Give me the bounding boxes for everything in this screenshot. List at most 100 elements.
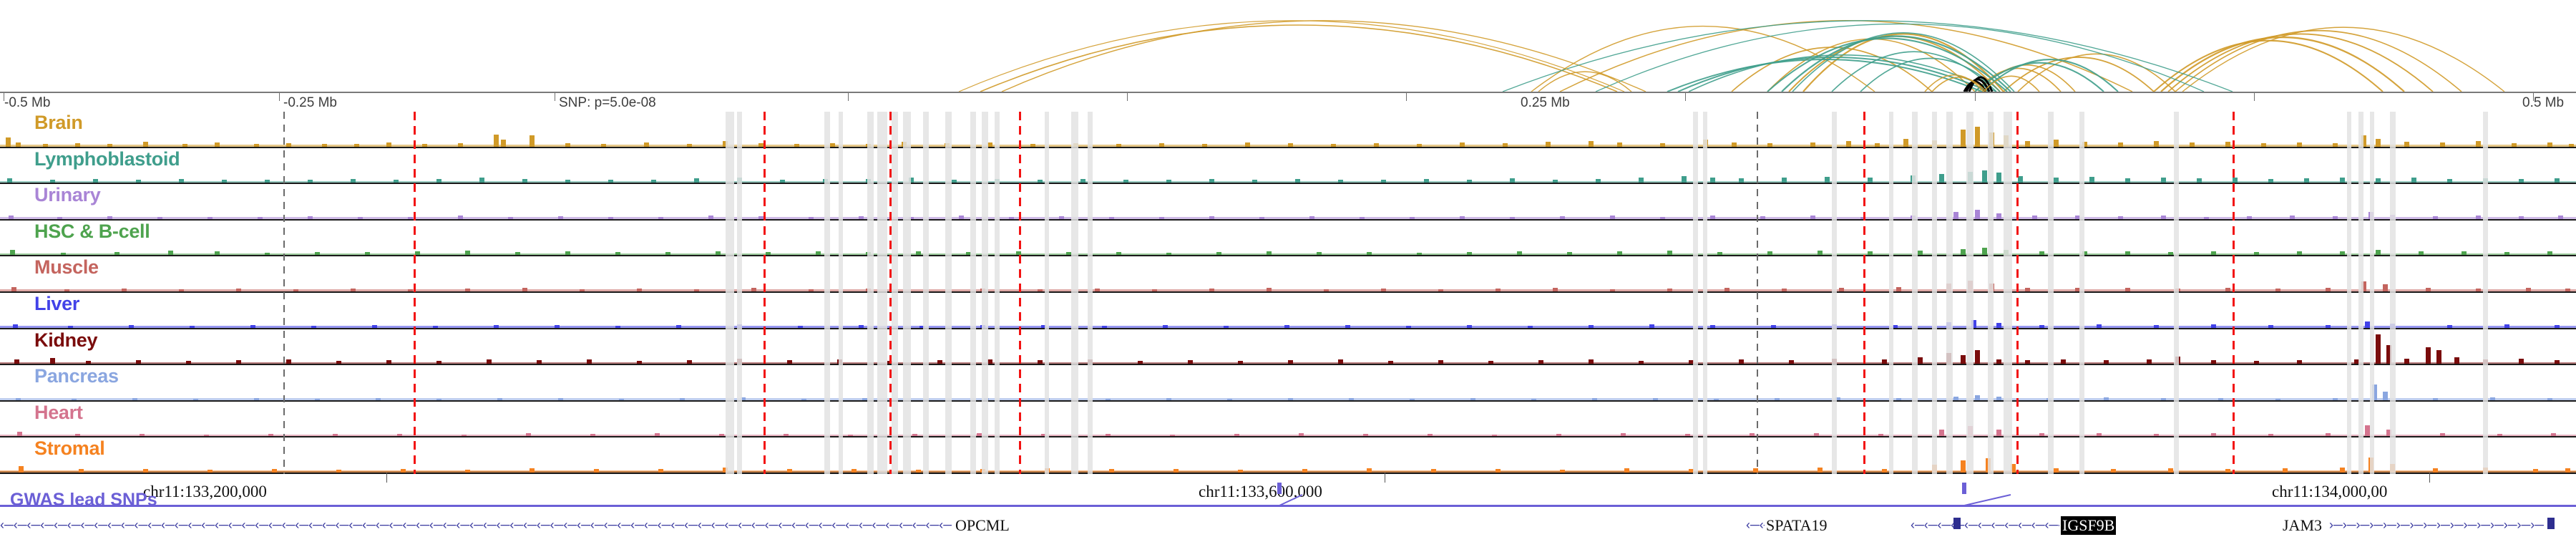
scale-ruler: -0.5 Mb -0.25 Mb SNP: p=5.0e-08 0.25 Mb 0.5 … [0, 93, 2576, 112]
interaction-arc [1983, 75, 2040, 92]
track-kidney[interactable]: Kidney [0, 329, 2576, 366]
annotation-panel: chr11:133,200,000 chr11:133,600,000 chr11:… [0, 473, 2576, 537]
track-urinary[interactable]: Urinary [0, 184, 2576, 221]
interaction-arcs-panel [0, 0, 2576, 92]
signal-profile [0, 113, 2576, 147]
ruler-tick [1406, 93, 1407, 101]
track-baseline [0, 436, 2576, 438]
interaction-arc [2175, 29, 2462, 92]
gene-name-igsf9b[interactable]: IGSF9B [2061, 516, 2117, 535]
signal-profile [0, 403, 2576, 437]
ruler-tick [1975, 93, 1976, 101]
track-baseline [0, 291, 2576, 293]
signal-profile [0, 367, 2576, 400]
signal-profile [0, 222, 2576, 256]
track-label-1: Lymphoblastoid [34, 147, 180, 170]
track-baseline [0, 255, 2576, 257]
interaction-arcs-svg [958, 20, 2505, 92]
signal-tracks-panel: -0.5 Mb -0.25 Mb SNP: p=5.0e-08 0.25 Mb 0.5 … [0, 92, 2576, 474]
ruler-tick [848, 93, 849, 101]
gwas-lead-snp-axis[interactable] [0, 505, 2576, 507]
gene-strand-arrows: ‹─‹─ [1746, 518, 1765, 531]
interaction-arc [1974, 67, 2062, 92]
coordinate-tick [386, 473, 387, 483]
interaction-arc [2160, 37, 2405, 92]
track-baseline [0, 472, 2576, 474]
coordinate-tick [2429, 473, 2430, 483]
interaction-arc [1502, 20, 2233, 92]
signal-profile [0, 150, 2576, 183]
gwas-snp-tick[interactable] [1277, 483, 1282, 494]
signal-profile [0, 331, 2576, 364]
ruler-label-3: 0.25 Mb [1521, 95, 1570, 110]
track-label-9: Stromal [34, 437, 105, 460]
signal-profile [0, 439, 2576, 473]
track-baseline [0, 327, 2576, 329]
gene-name-jam3[interactable]: JAM3 [2283, 516, 2323, 534]
interaction-arc [980, 24, 1618, 92]
interaction-arc [1595, 23, 2205, 92]
coordinate-label-2: chr11:134,000,00 [2272, 483, 2388, 500]
ruler-label-4: 0.5 Mb [2522, 95, 2565, 110]
ruler-tick [1127, 93, 1128, 101]
gene-exon-block [1953, 518, 1961, 529]
interaction-arc [1981, 59, 2119, 92]
ruler-tick [279, 93, 280, 101]
interaction-arc [2182, 26, 2505, 92]
track-label-6: Kidney [34, 329, 98, 351]
signal-profile [0, 294, 2576, 328]
interaction-arc [1924, 74, 1984, 92]
interaction-arc [2167, 33, 2434, 92]
interaction-arc [1767, 37, 2008, 92]
track-label-4: Muscle [34, 256, 99, 279]
track-hsc-b-cell[interactable]: HSC & B-cell [0, 221, 2576, 257]
track-lymphoblastoid[interactable]: Lymphoblastoid [0, 148, 2576, 185]
gene-name-spata19[interactable]: SPATA19 [1766, 516, 1828, 534]
gene-strand-arrows: ‹─‹─‹─‹─‹─‹─‹─‹─‹─‹─‹─‹─‹─ [1911, 518, 2059, 531]
interaction-arc [2017, 53, 2176, 92]
track-baseline [0, 146, 2576, 148]
ruler-tick [1685, 93, 1686, 101]
gwas-lead-snps-label: GWAS lead SNPs [10, 490, 157, 510]
interaction-arc [1688, 54, 1997, 92]
gwas-snp-tick[interactable] [1962, 483, 1966, 494]
interaction-arc [1974, 62, 2104, 92]
interaction-arc [1931, 77, 1987, 92]
ruler-label-0: -0.5 Mb [4, 95, 51, 110]
interaction-arc [1001, 20, 1646, 92]
coordinate-label-0: chr11:133,200,000 [143, 483, 267, 500]
gene-name-opcml[interactable]: OPCML [955, 516, 1010, 534]
track-muscle[interactable]: Muscle [0, 256, 2576, 293]
track-label-3: HSC & B-cell [34, 220, 150, 242]
track-label-7: Pancreas [34, 365, 119, 387]
interaction-arc [1802, 33, 2004, 92]
ruler-tick [2254, 93, 2255, 101]
ruler-tick [2533, 93, 2534, 101]
interaction-arc [2003, 57, 2155, 92]
track-label-0: Brain [34, 112, 83, 133]
interaction-arc [1559, 20, 2133, 92]
track-liver[interactable]: Liver [0, 293, 2576, 329]
ruler-label-1: -0.25 Mb [283, 95, 337, 110]
track-label-8: Heart [34, 401, 83, 423]
track-baseline [0, 183, 2576, 185]
gene-exon-block [2547, 518, 2555, 529]
track-pancreas[interactable]: Pancreas [0, 365, 2576, 402]
interaction-arc [1731, 47, 1933, 92]
gene-strand-arrows: ›─›─›─›─›─›─›─›─›─›─›─›─›─›─›─›─›─›─›─ [2329, 518, 2544, 531]
interaction-arc [1667, 59, 1983, 92]
interaction-arc [958, 20, 1625, 92]
coordinate-label-1: chr11:133,600,000 [1199, 483, 1322, 500]
track-stromal[interactable]: Stromal [0, 437, 2576, 474]
track-baseline [0, 364, 2576, 366]
track-baseline [0, 218, 2576, 221]
interaction-arc [1677, 56, 1990, 92]
interaction-arc [1792, 32, 2015, 92]
interaction-arc [1968, 76, 1994, 92]
track-brain[interactable]: Brain [0, 112, 2576, 148]
gene-strand-arrows: ‹─‹─‹─‹─‹─‹─‹─‹─‹─‹─‹─‹─‹─‹─‹─‹─‹─‹─‹─‹─… [0, 518, 952, 531]
track-heart[interactable]: Heart [0, 402, 2576, 438]
signal-profile [0, 258, 2576, 291]
interaction-arc [1538, 71, 1632, 92]
